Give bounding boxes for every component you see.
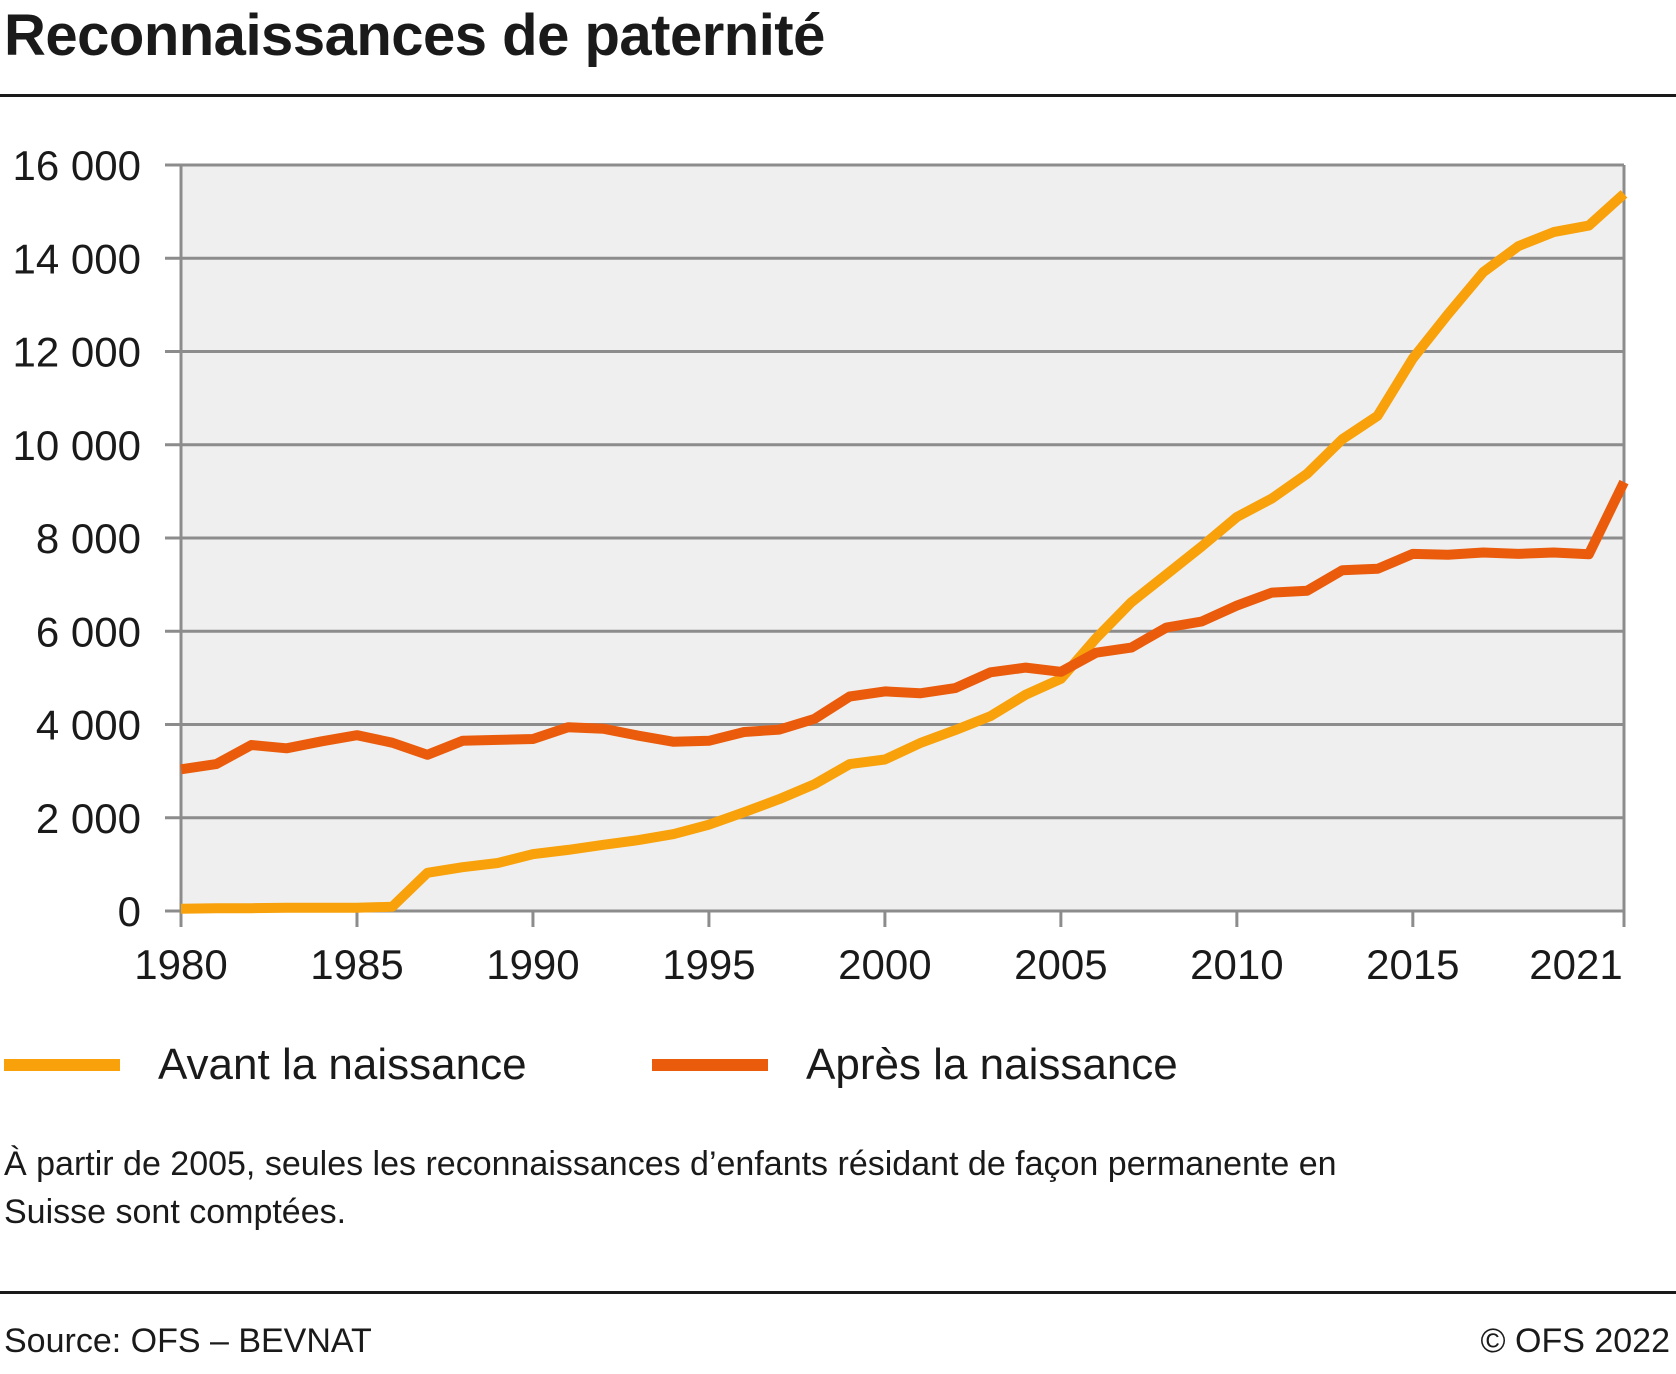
y-tick-label: 16 000 [13, 142, 141, 189]
x-axis: 1980 1985 1990 1995 2000 2005 2010 2015 2021 [134, 911, 1626, 988]
series-line-avant [180, 190, 1628, 914]
legend-label-avant: Avant la naissance [158, 1040, 527, 1089]
gridlines [165, 163, 1626, 927]
bottom-divider [0, 1291, 1676, 1294]
series-lines [180, 190, 1629, 914]
x-tick-label: 2015 [1366, 941, 1459, 988]
chart-note: À partir de 2005, seules les reconnaissa… [4, 1145, 1337, 1231]
y-tick-label: 4 000 [36, 702, 141, 749]
legend-label-apres: Après la naissance [806, 1040, 1178, 1089]
y-tick-label: 0 [118, 888, 141, 935]
line-chart: 0 2 000 4 000 6 000 8 000 10 000 12 000 14 000 1… [13, 142, 1629, 988]
x-tick-label: 2021 [1529, 941, 1622, 988]
y-tick-label: 10 000 [13, 422, 141, 469]
legend-item-avant: Avant la naissance [4, 1040, 527, 1090]
series-line-apres [180, 479, 1629, 775]
x-tick-label: 2005 [1014, 941, 1107, 988]
x-tick-label: 1980 [134, 941, 227, 988]
y-axis: 0 2 000 4 000 6 000 8 000 10 000 12 000 14 000 1… [13, 142, 141, 935]
y-tick-label: 2 000 [36, 795, 141, 842]
legend-swatch-apres [652, 1059, 768, 1071]
x-tick-label: 1990 [486, 941, 579, 988]
top-divider [0, 94, 1676, 97]
copyright-text: © OFS 2022 [1480, 1322, 1670, 1360]
x-tick-label: 2000 [838, 941, 931, 988]
y-tick-label: 8 000 [36, 515, 141, 562]
legend-item-apres: Après la naissance [652, 1040, 1178, 1090]
y-tick-label: 6 000 [36, 608, 141, 655]
chart-title: Reconnaissances de paternité [4, 3, 825, 68]
source-text: Source: OFS – BEVNAT [4, 1322, 372, 1360]
x-tick-label: 1995 [662, 941, 755, 988]
x-tick-label: 1985 [310, 941, 403, 988]
legend-swatch-avant [4, 1059, 120, 1071]
y-tick-label: 12 000 [13, 329, 141, 376]
x-tick-label: 2010 [1190, 941, 1283, 988]
y-tick-label: 14 000 [13, 235, 141, 282]
